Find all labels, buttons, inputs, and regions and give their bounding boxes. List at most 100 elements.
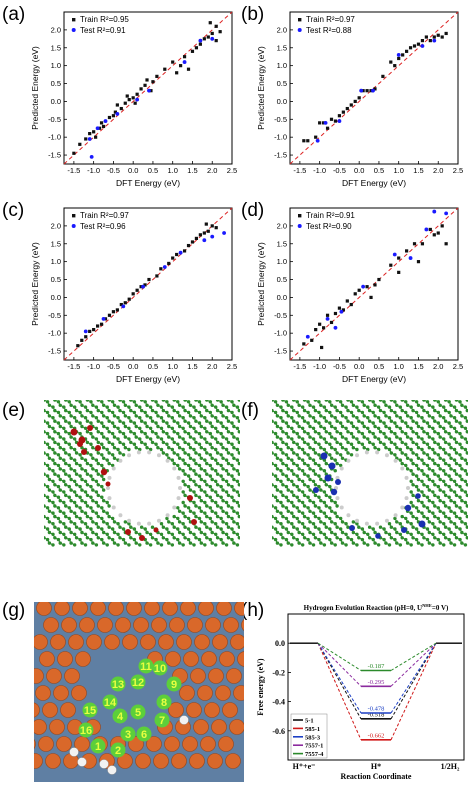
carbon-atom <box>208 516 213 521</box>
carbon-atom <box>328 410 332 415</box>
carbon-atom <box>291 493 296 498</box>
train-point <box>113 110 117 114</box>
train-point <box>175 252 179 257</box>
carbon-atom <box>463 416 468 420</box>
carbon-atom <box>47 477 52 482</box>
carbon-atom <box>400 536 404 540</box>
carbon-atom <box>214 543 218 547</box>
carbon-atom <box>134 424 138 429</box>
carbon-atom <box>62 458 66 462</box>
carbon-atom <box>291 525 296 529</box>
substrate-atom <box>39 651 55 667</box>
hydrogen-atom <box>335 496 340 501</box>
carbon-atom <box>427 509 431 514</box>
carbon-atom <box>112 520 117 524</box>
carbon-atom <box>176 442 180 446</box>
carbon-atom <box>69 424 73 429</box>
carbon-atom <box>431 543 435 547</box>
carbon-atom <box>47 530 52 535</box>
carbon-atom <box>129 400 133 402</box>
carbon-atom <box>273 421 278 425</box>
train-point <box>444 31 448 36</box>
x-tick-label: 1.0 <box>393 166 403 175</box>
carbon-atom <box>286 541 290 545</box>
carbon-atom <box>295 516 299 521</box>
carbon-atom <box>58 499 62 503</box>
legend-train-label: Train R²=0.97 <box>306 15 355 24</box>
carbon-atom <box>317 506 321 510</box>
carbon-atom <box>91 414 95 418</box>
carbon-atom <box>447 537 451 542</box>
carbon-atom <box>400 440 404 445</box>
carbon-atom <box>344 447 348 452</box>
carbon-atom <box>458 527 462 531</box>
carbon-atom <box>123 541 128 545</box>
carbon-atom <box>67 410 71 415</box>
carbon-atom <box>167 530 171 535</box>
hydrogen-atom <box>118 513 123 518</box>
carbon-atom <box>442 458 446 462</box>
substrate-atom <box>205 617 221 633</box>
carbon-atom <box>308 414 312 418</box>
carbon-atom <box>51 447 55 452</box>
carbon-atom <box>463 437 468 441</box>
carbon-atom <box>224 479 229 484</box>
carbon-atom <box>194 408 198 413</box>
carbon-atom <box>129 430 133 434</box>
x-tick-label: -1.5 <box>293 362 306 371</box>
carbon-atom <box>210 424 214 429</box>
carbon-atom <box>107 440 111 445</box>
carbon-atom <box>105 458 109 462</box>
carbon-atom <box>63 451 68 455</box>
carbon-atom <box>74 525 79 529</box>
hydrogen-atom <box>147 521 152 526</box>
carbon-atom <box>203 437 207 441</box>
train-point <box>341 110 345 114</box>
carbon-atom <box>324 483 328 487</box>
carbon-atom <box>63 430 68 434</box>
carbon-atom <box>420 416 424 420</box>
train-point <box>325 126 330 130</box>
hydrogen-atom <box>118 458 123 463</box>
carbon-atom <box>355 447 359 452</box>
carbon-atom <box>62 405 66 409</box>
carbon-atom <box>344 437 348 441</box>
carbon-atom <box>295 431 299 436</box>
carbon-atom <box>302 419 307 423</box>
carbon-atom <box>405 424 410 429</box>
carbon-atom <box>329 541 334 545</box>
carbon-atom <box>214 416 218 420</box>
carbon-atom <box>89 527 93 531</box>
carbon-atom <box>194 440 198 445</box>
carbon-atom <box>443 525 448 529</box>
carbon-atom <box>447 442 451 446</box>
carbon-atom <box>279 458 283 462</box>
carbon-atom <box>44 525 46 529</box>
train-point <box>107 115 112 120</box>
carbon-atom <box>159 543 164 547</box>
carbon-atom <box>148 426 153 431</box>
carbon-atom <box>83 490 88 494</box>
carbon-atom <box>78 400 82 404</box>
y-tick-label: 2.0 <box>51 25 61 34</box>
carbon-atom <box>300 416 305 420</box>
carbon-atom <box>272 400 274 402</box>
carbon-atom <box>458 484 462 489</box>
carbon-atom <box>188 530 193 535</box>
carbon-atom <box>221 414 225 418</box>
carbon-atom <box>100 400 104 404</box>
carbon-atom <box>89 400 93 404</box>
carbon-atom <box>165 421 169 425</box>
carbon-atom <box>129 419 133 423</box>
train-point <box>333 311 338 316</box>
carbon-atom <box>181 490 185 494</box>
carbon-atom <box>177 530 182 535</box>
carbon-atom <box>100 495 104 499</box>
ring-atom <box>120 726 136 742</box>
carbon-atom <box>138 426 142 431</box>
y-tick-label: 1.0 <box>277 61 287 70</box>
carbon-atom <box>371 421 375 425</box>
carbon-atom <box>219 516 223 521</box>
carbon-atom <box>226 430 231 434</box>
carbon-atom <box>219 442 223 446</box>
